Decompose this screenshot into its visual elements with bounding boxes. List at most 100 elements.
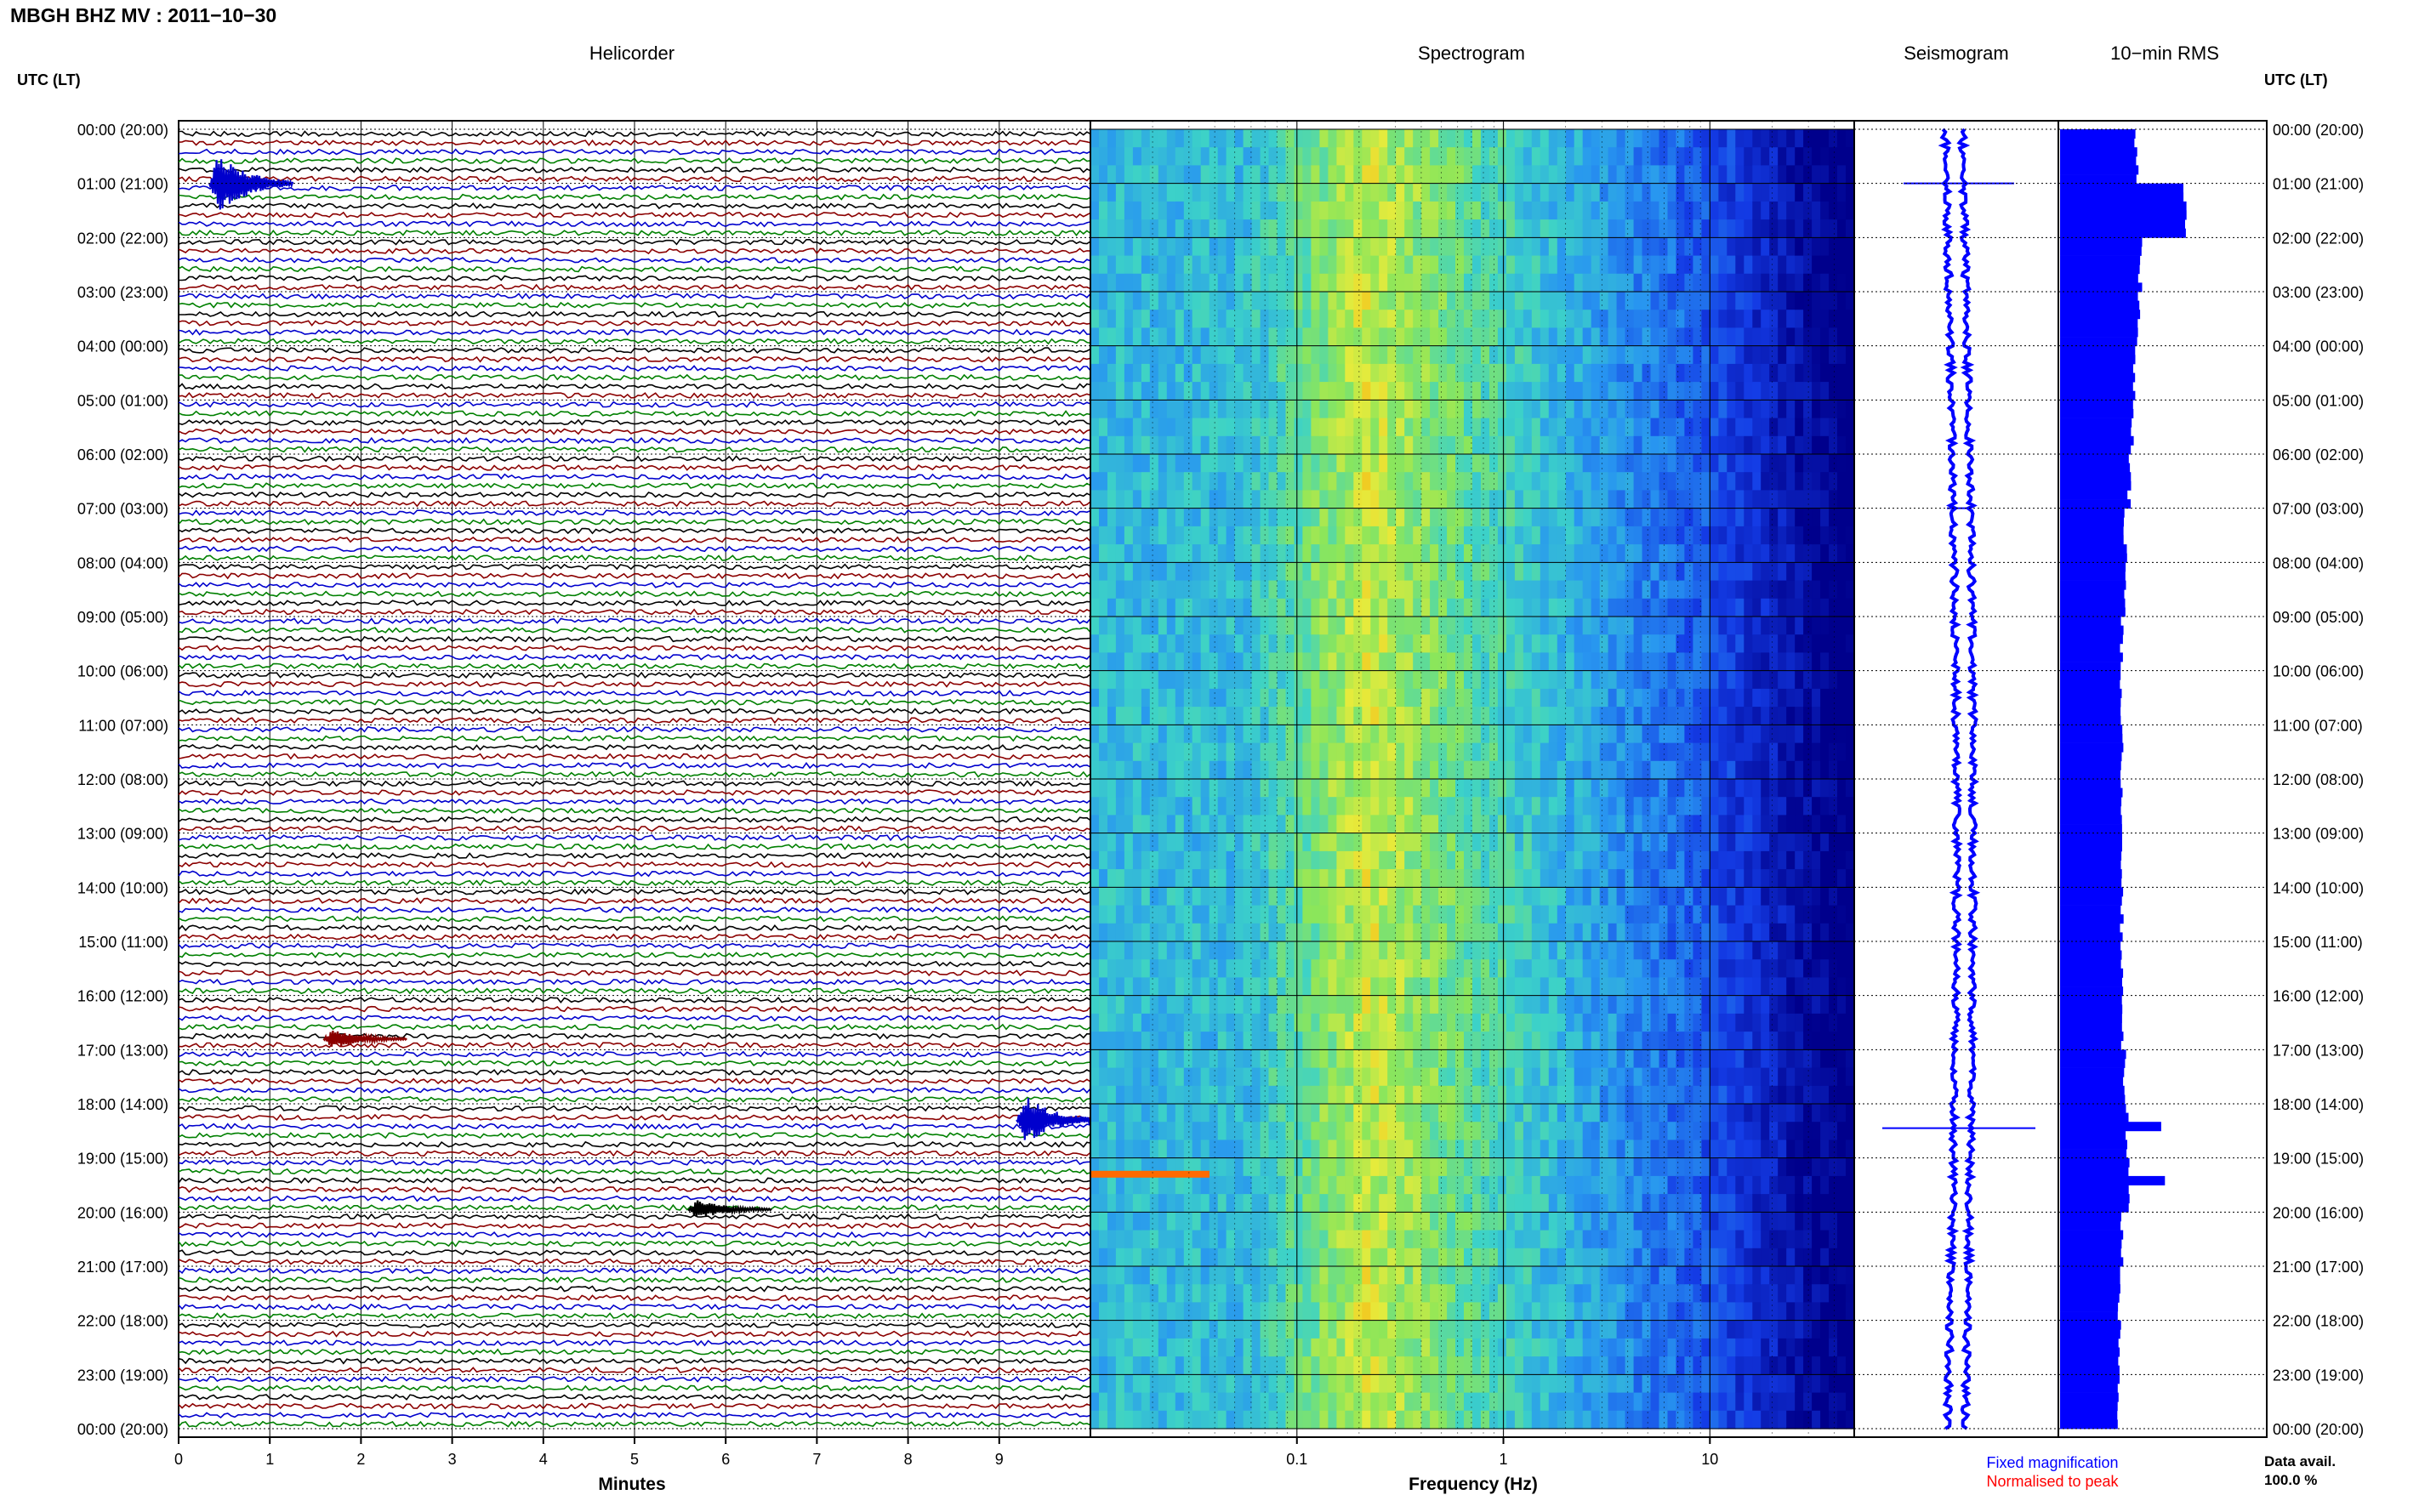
spectrogram-cell xyxy=(1540,1302,1550,1322)
spectrogram-cell xyxy=(1659,147,1669,166)
spectrogram-cell xyxy=(1650,201,1660,220)
spectrogram-cell xyxy=(1387,1157,1397,1177)
spectrogram-cell xyxy=(1497,1175,1507,1195)
spectrogram-cell xyxy=(1574,833,1584,852)
spectrogram-cell xyxy=(1387,850,1397,870)
spectrogram-cell xyxy=(1489,977,1499,997)
spectrogram-cell xyxy=(1481,725,1490,744)
spectrogram-cell xyxy=(1438,995,1448,1015)
spectrogram-cell xyxy=(1158,129,1168,148)
spectrogram-cell xyxy=(1226,1067,1236,1087)
spectrogram-cell xyxy=(1548,688,1558,708)
spectrogram-cell xyxy=(1277,183,1287,202)
spectrogram-cell xyxy=(1650,1284,1660,1303)
spectrogram-cell xyxy=(1115,1302,1125,1322)
spectrogram-cell xyxy=(1277,1410,1287,1430)
spectrogram-cell xyxy=(1582,454,1592,473)
spectrogram-cell xyxy=(1311,670,1320,690)
spectrogram-cell xyxy=(1505,400,1516,419)
spectrogram-cell xyxy=(1115,652,1125,672)
spectrogram-cell xyxy=(1574,562,1584,582)
spectrogram-cell xyxy=(1251,363,1261,383)
spectrogram-cell xyxy=(1353,418,1363,437)
spectrogram-cell xyxy=(1132,292,1142,310)
spectrogram-cell xyxy=(1582,435,1592,455)
spectrogram-cell xyxy=(1217,418,1227,437)
spectrogram-cell xyxy=(1132,544,1142,563)
spectrogram-cell xyxy=(1175,201,1185,220)
spectrogram-cell xyxy=(1209,400,1219,419)
spectrogram-cell xyxy=(1582,1067,1592,1087)
spectrogram-cell xyxy=(1217,995,1227,1015)
spectrogram-cell xyxy=(1234,345,1244,365)
spectrogram-cell xyxy=(1200,1374,1210,1394)
spectrogram-cell xyxy=(1345,544,1354,563)
spectrogram-cell xyxy=(1430,1013,1439,1032)
spectrogram-cell xyxy=(1548,941,1558,960)
spectrogram-cell xyxy=(1616,1410,1626,1430)
spectrogram-cell xyxy=(1455,941,1465,960)
spectrogram-cell xyxy=(1090,490,1100,509)
spectrogram-cell xyxy=(1608,1356,1618,1375)
spectrogram-cell xyxy=(1514,255,1524,275)
spectrogram-cell xyxy=(1149,345,1159,365)
spectrogram-cell xyxy=(1413,887,1422,907)
spectrogram-cell xyxy=(1243,273,1253,293)
spectrogram-cell xyxy=(1141,183,1151,202)
spectrogram-cell xyxy=(1302,129,1312,148)
spectrogram-cell xyxy=(1430,634,1439,653)
spectrogram-cell xyxy=(1489,1175,1499,1195)
spectrogram-cell xyxy=(1599,310,1609,328)
spectrogram-cell xyxy=(1650,400,1660,419)
spectrogram-cell xyxy=(1591,237,1601,257)
spectrogram-cell xyxy=(1183,490,1193,509)
spectrogram-cell xyxy=(1107,1302,1117,1322)
spectrogram-cell xyxy=(1099,345,1108,365)
spectrogram-cell xyxy=(1311,1175,1320,1195)
spectrogram-cell xyxy=(1591,1104,1601,1123)
spectrogram-cell xyxy=(1149,418,1159,437)
spectrogram-cell xyxy=(1650,634,1660,653)
spectrogram-cell xyxy=(1523,1302,1533,1322)
helicorder-panel xyxy=(178,120,1101,1438)
spectrogram-cell xyxy=(1166,183,1176,202)
spectrogram-cell xyxy=(1141,255,1151,275)
spectrogram-cell xyxy=(1328,941,1337,960)
helicorder-trace xyxy=(178,410,1091,418)
spectrogram-cell xyxy=(1132,779,1142,798)
spectrogram-cell xyxy=(1311,345,1320,365)
spectrogram-cell xyxy=(1616,941,1626,960)
spectrogram-cell xyxy=(1336,1175,1346,1195)
spectrogram-cell xyxy=(1582,1374,1592,1394)
spectrogram-cell xyxy=(1625,255,1635,275)
spectrogram-cell xyxy=(1650,1356,1660,1375)
spectrogram-cell xyxy=(1582,617,1592,635)
spectrogram-cell xyxy=(1464,598,1473,617)
spectrogram-cell xyxy=(1404,382,1414,401)
spectrogram-cell xyxy=(1396,327,1405,347)
spectrogram-cell xyxy=(1099,292,1108,310)
spectrogram-cell xyxy=(1268,400,1278,419)
spectrogram-cell xyxy=(1328,1085,1337,1105)
spectrogram-cell xyxy=(1277,1212,1287,1231)
spectrogram-cell xyxy=(1565,363,1575,383)
spectrogram-cell xyxy=(1277,526,1287,545)
spectrogram-cell xyxy=(1243,544,1253,563)
spectrogram-cell xyxy=(1608,617,1618,635)
spectrogram-cell xyxy=(1531,363,1541,383)
spectrogram-cell xyxy=(1277,634,1287,653)
spectrogram-cell xyxy=(1243,310,1253,328)
spectrogram-cell xyxy=(1489,1410,1499,1430)
spectrogram-cell xyxy=(1115,1284,1125,1303)
spectrogram-cell xyxy=(1650,670,1660,690)
spectrogram-cell xyxy=(1531,779,1541,798)
spectrogram-cell xyxy=(1200,580,1210,600)
spectrogram-cell xyxy=(1158,526,1168,545)
spectrogram-cell xyxy=(1633,1013,1643,1032)
spectrogram-cell xyxy=(1192,688,1202,708)
spectrogram-cell xyxy=(1514,508,1524,527)
spectrogram-cell xyxy=(1175,850,1185,870)
helicorder-trace xyxy=(178,1339,1091,1347)
spectrogram-cell xyxy=(1404,977,1414,997)
spectrogram-cell xyxy=(1336,201,1346,220)
